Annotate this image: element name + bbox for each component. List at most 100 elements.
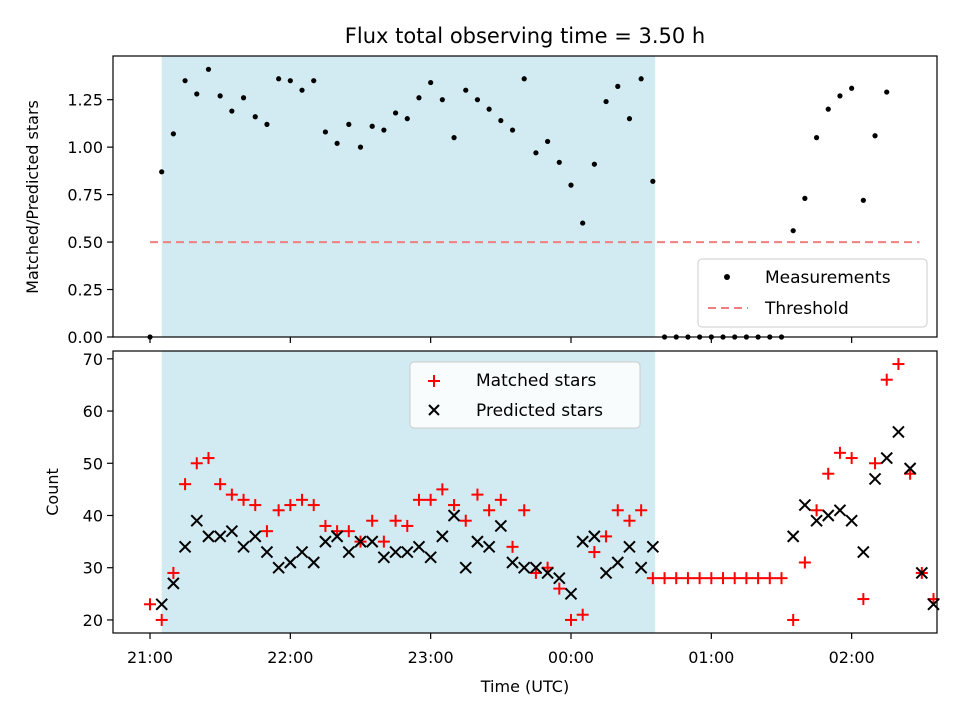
- measurement-point: [825, 106, 831, 112]
- predicted-star-point: [892, 425, 905, 439]
- matched-star-point: [611, 504, 624, 517]
- predicted-star-point: [822, 509, 835, 522]
- matched-star-point: [518, 504, 531, 517]
- predicted-star-point: [588, 530, 601, 543]
- measurement-point: [287, 78, 293, 84]
- measurement-point: [229, 108, 235, 114]
- measurement-point: [463, 87, 469, 93]
- predicted-star-point: [471, 535, 484, 548]
- matched-star-point: [576, 608, 589, 621]
- matched-star-point: [214, 478, 227, 491]
- predicted-star-point: [202, 530, 215, 543]
- predicted-star-point: [494, 519, 508, 533]
- predicted-star-point: [284, 556, 297, 569]
- predicted-star-point: [424, 551, 437, 564]
- measurement-point: [439, 97, 445, 103]
- matched-star-point: [272, 504, 285, 517]
- predicted-star-point: [564, 587, 578, 601]
- matched-star-point: [752, 572, 765, 585]
- x-tick-label: 00:00: [548, 648, 594, 667]
- predicted-star-point: [868, 472, 882, 486]
- predicted-star-point: [798, 498, 812, 512]
- measurement-point: [217, 93, 223, 99]
- measurement-point: [603, 98, 609, 105]
- count-x-ticks: 21:00 22:00 23:00 00:00 01:00 02:00: [127, 633, 875, 667]
- matched-star-point: [600, 530, 613, 543]
- y-tick-label: 0.75: [67, 186, 103, 205]
- measurement-point: [615, 83, 621, 89]
- matched-star-point: [588, 546, 601, 559]
- predicted-star-point: [237, 540, 250, 554]
- predicted-star-point: [857, 545, 870, 559]
- predicted-star-point: [646, 540, 660, 554]
- matched-star-point: [260, 525, 273, 538]
- matched-star-point: [144, 598, 156, 611]
- measurement-point: [159, 169, 165, 175]
- matched-star-point: [763, 572, 776, 585]
- measurement-point: [264, 121, 270, 127]
- predicted-star-point: [880, 451, 893, 465]
- count-legend-box: [409, 361, 641, 429]
- ratio-y-ticks: 0.00 0.25 0.50 0.75 1.00 1.25: [67, 91, 113, 347]
- predicted-star-point: [249, 530, 262, 543]
- x-tick-label: 23:00: [408, 648, 454, 667]
- measurement-point: [650, 178, 656, 184]
- measurement-point: [849, 85, 855, 91]
- predicted-star-point: [518, 561, 531, 574]
- matched-star-point: [448, 499, 461, 512]
- predicted-star-point: [529, 561, 543, 574]
- ratio-legend-box: [697, 258, 928, 328]
- count-panel: 20 30 40 50 60 70 21:00 22:00 23:00 00:00 01:00 02…: [43, 350, 940, 696]
- legend-measurements-label: Measurements: [765, 268, 891, 288]
- matched-star-point: [190, 457, 203, 470]
- matched-star-point: [389, 514, 402, 527]
- legend-matched-label: Matched stars: [476, 371, 596, 391]
- measurement-point: [252, 114, 258, 120]
- predicted-star-point: [319, 535, 332, 548]
- measurement-point: [182, 78, 188, 84]
- predicted-star-point: [178, 540, 192, 554]
- x-tick-label: 02:00: [829, 648, 875, 667]
- count-y-axis-label: Count: [43, 468, 62, 516]
- predicted-star-point: [845, 514, 858, 527]
- predicted-star-point: [272, 561, 285, 574]
- measurement-point: [884, 89, 890, 95]
- measurement-point: [837, 93, 843, 99]
- x-tick-label: 22:00: [267, 648, 313, 667]
- x-tick-label: 21:00: [127, 648, 173, 667]
- measurement-point: [381, 127, 387, 133]
- matched-star-point: [705, 572, 718, 585]
- matched-star-point: [810, 504, 823, 517]
- predicted-star-point: [623, 540, 636, 554]
- predicted-star-point: [295, 545, 309, 559]
- predicted-star-point: [401, 545, 414, 559]
- predicted-star-point: [365, 535, 379, 548]
- measurement-point: [626, 116, 633, 122]
- predicted-star-point: [354, 535, 367, 548]
- matched-star-point: [822, 467, 835, 480]
- ratio-panel: 0.00 0.25 0.50 0.75 1.00 1.25 Matched/Predict…: [23, 55, 938, 347]
- measurement-point: [580, 220, 586, 226]
- predicted-star-point: [786, 530, 800, 543]
- x-axis-label: Time (UTC): [480, 677, 569, 696]
- matched-star-point: [401, 519, 414, 532]
- predicted-star-point: [330, 530, 344, 543]
- matched-star-point: [494, 493, 507, 506]
- matched-star-point: [787, 613, 800, 626]
- measurement-point: [369, 123, 375, 129]
- matched-star-point: [833, 446, 846, 459]
- predicted-star-point: [447, 509, 461, 522]
- count-y-ticks: 20 30 40 50 60 70: [83, 350, 113, 630]
- predicted-star-point: [482, 540, 496, 554]
- y-tick-label: 0.25: [67, 281, 103, 300]
- legend-predicted-marker: [428, 404, 440, 416]
- measurement-point: [474, 97, 481, 103]
- matched-star-point: [424, 493, 437, 506]
- measurement-point: [428, 79, 434, 86]
- matched-star-point: [249, 499, 262, 512]
- count-marks: [144, 358, 940, 626]
- matched-star-point: [155, 613, 168, 626]
- legend-matched-marker: [428, 375, 440, 387]
- measurement-point: [299, 87, 305, 93]
